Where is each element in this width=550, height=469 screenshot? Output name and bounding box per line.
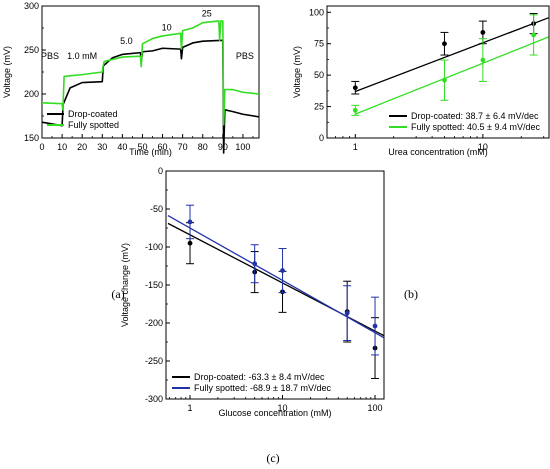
series-line-fully-spotted xyxy=(41,20,260,126)
x-tick-label: 10 xyxy=(478,142,488,152)
data-point xyxy=(352,85,358,91)
legend-label: Fully spotted: -68.9 ± 18.7 mV/dec xyxy=(194,383,332,393)
x-tick-label: 70 xyxy=(178,142,188,152)
data-point xyxy=(187,240,193,246)
x-tick-label: 1 xyxy=(188,403,193,413)
x-tick-label: 100 xyxy=(368,403,383,413)
legend-label: Fully spotted xyxy=(68,120,119,130)
y-tick-label: 50 xyxy=(314,70,324,80)
panel-label-a: (a) xyxy=(111,287,124,301)
panel-c-chart: 1 10 100 0 -50 -100 -150 -200 -250 -300 Glucose co… xyxy=(120,166,385,418)
plot-frame xyxy=(165,170,385,400)
y-axis-label: Voltage (mV) xyxy=(292,46,302,98)
y-tick-label: 150 xyxy=(24,133,39,143)
x-tick-label: 10 xyxy=(278,403,288,413)
step-annotation: 5.0 xyxy=(120,36,133,46)
legend-label: Drop-coated: 38.7 ± 6.4 mV/dec xyxy=(411,111,539,121)
step-annotation: 10 xyxy=(162,23,172,33)
fit-line xyxy=(355,36,549,115)
legend-label: Fully spotted: 40.5 ± 9.4 mV/dec xyxy=(411,122,541,132)
step-annotation: 1.0 mM xyxy=(67,51,97,61)
series-line-drop-coated xyxy=(41,39,260,154)
legend-label: Drop-coated: -63.3 ± 8.4 mV/dec xyxy=(194,372,325,382)
fit-line xyxy=(355,17,549,93)
x-axis-label: Time (min) xyxy=(129,147,172,157)
x-tick-label: 50 xyxy=(137,142,147,152)
x-tick-label: 30 xyxy=(97,142,107,152)
y-tick-label: 100 xyxy=(309,7,324,17)
y-tick-label: 250 xyxy=(24,45,39,55)
data-point xyxy=(280,268,285,273)
data-point xyxy=(442,41,447,47)
step-annotation: 25 xyxy=(202,9,212,19)
x-axis-label: Glucose concentration (mM) xyxy=(218,408,331,418)
data-point xyxy=(531,32,537,38)
data-point xyxy=(252,261,258,267)
data-point xyxy=(352,107,358,113)
x-tick-label: 20 xyxy=(77,142,87,152)
step-annotation: PBS xyxy=(236,51,254,61)
x-tick-label: 100 xyxy=(235,142,250,152)
x-tick-label: 10 xyxy=(57,142,67,152)
x-tick-label: 0 xyxy=(39,142,44,152)
y-tick-label: -150 xyxy=(145,280,163,290)
x-tick-label: 60 xyxy=(158,142,168,152)
y-tick-label: -300 xyxy=(145,394,163,404)
fit-line xyxy=(167,214,384,339)
x-tick-label: 40 xyxy=(117,142,127,152)
legend-label: Drop-coated xyxy=(68,109,118,119)
y-tick-label: -200 xyxy=(145,318,163,328)
y-tick-label: -250 xyxy=(145,356,163,366)
y-tick-label: 200 xyxy=(24,89,39,99)
data-point xyxy=(187,219,193,225)
y-tick-label: 25 xyxy=(314,102,324,112)
y-tick-label: 300 xyxy=(24,1,39,11)
panel-label-c: (c) xyxy=(266,451,279,465)
panel-label-b: (b) xyxy=(404,287,418,301)
y-axis-label: Voltage (mV) xyxy=(2,46,12,98)
data-point xyxy=(442,77,447,83)
y-tick-label: -100 xyxy=(145,242,163,252)
data-point xyxy=(344,310,350,316)
data-point xyxy=(372,323,378,329)
y-tick-label: 75 xyxy=(314,39,324,49)
y-tick-label: -50 xyxy=(150,204,163,214)
y-tick-label: 0 xyxy=(319,133,324,143)
y-tick-label: 0 xyxy=(158,166,163,176)
y-axis-label: Voltage change (mV) xyxy=(120,243,130,327)
x-axis-label: Urea concentration (mM) xyxy=(388,147,488,157)
data-point xyxy=(480,57,486,63)
data-point xyxy=(480,30,486,35)
x-tick-label: 1 xyxy=(353,142,358,152)
x-tick-label: 80 xyxy=(198,142,208,152)
plot-frame xyxy=(326,5,550,139)
step-annotation: PBS xyxy=(41,51,59,61)
